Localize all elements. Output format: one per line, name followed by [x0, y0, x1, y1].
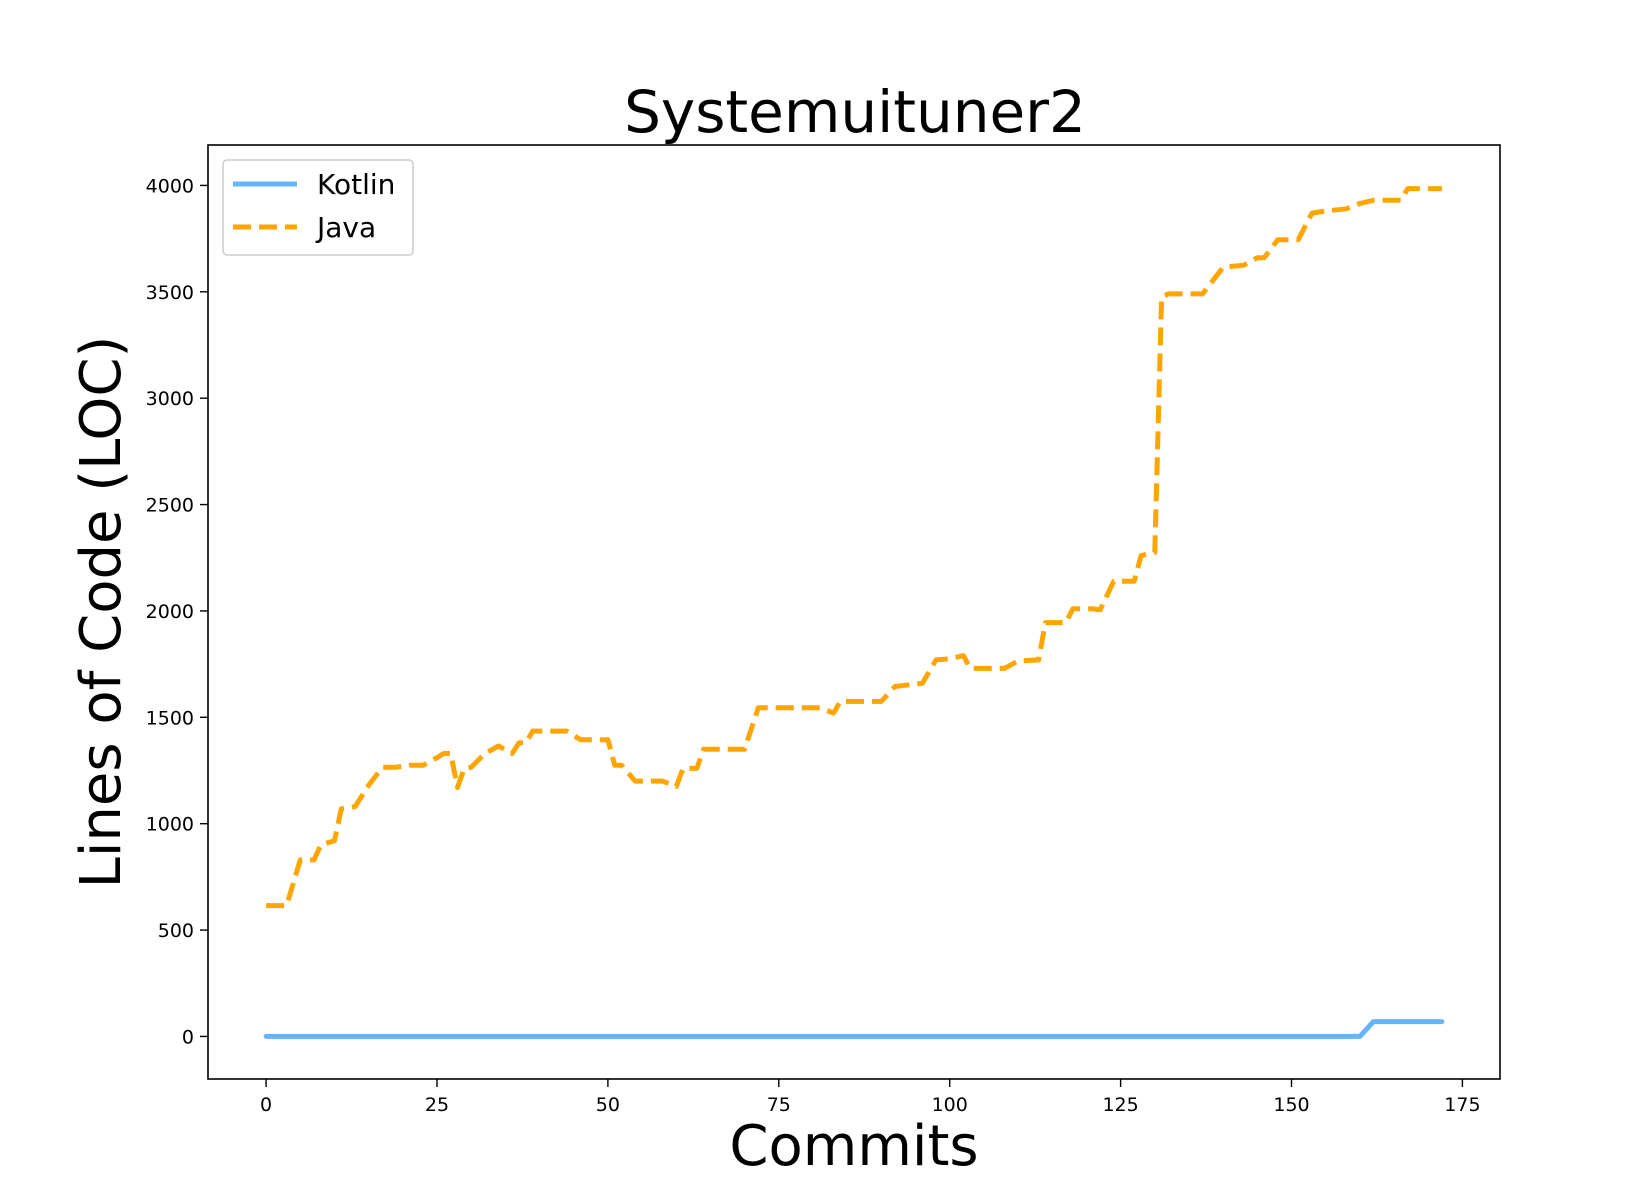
x-tick-label: 150	[1273, 1094, 1309, 1116]
plot-area	[263, 186, 1445, 1039]
x-tick-label: 100	[932, 1094, 968, 1116]
x-tick-label: 125	[1102, 1094, 1138, 1116]
axes-frame	[207, 144, 1501, 1080]
x-tick-label: 75	[767, 1094, 791, 1116]
x-tick-label: 50	[596, 1094, 620, 1116]
x-axis-label: Commits	[729, 1114, 978, 1179]
series-line-kotlin	[263, 1019, 1445, 1039]
y-tick-label: 3500	[146, 282, 194, 304]
series-line-java	[266, 186, 1442, 909]
y-axis: 0 500 1000 1500 2000 2500 3000 3500 4000	[146, 175, 208, 1048]
y-axis-label: Lines of Code (LOC)	[69, 336, 134, 889]
x-tick-label: 0	[260, 1094, 272, 1116]
chart-title: Systemuituner2	[624, 78, 1086, 146]
y-tick-label: 1500	[146, 707, 194, 729]
x-tick-label: 175	[1444, 1094, 1480, 1116]
y-tick-label: 3000	[146, 388, 194, 410]
legend-label-java: Java	[315, 211, 376, 244]
y-tick-label: 500	[158, 920, 194, 942]
y-tick-label: 1000	[146, 814, 194, 836]
y-tick-label: 4000	[146, 175, 194, 197]
legend-label-kotlin: Kotlin	[317, 168, 395, 201]
y-tick-label: 2000	[146, 601, 194, 623]
x-tick-label: 25	[425, 1094, 449, 1116]
y-tick-label: 0	[182, 1026, 194, 1048]
y-tick-label: 2500	[146, 495, 194, 517]
x-axis: 0 25 50 75 100 125 150 175	[260, 1079, 1481, 1116]
legend: Kotlin Java	[222, 159, 414, 256]
